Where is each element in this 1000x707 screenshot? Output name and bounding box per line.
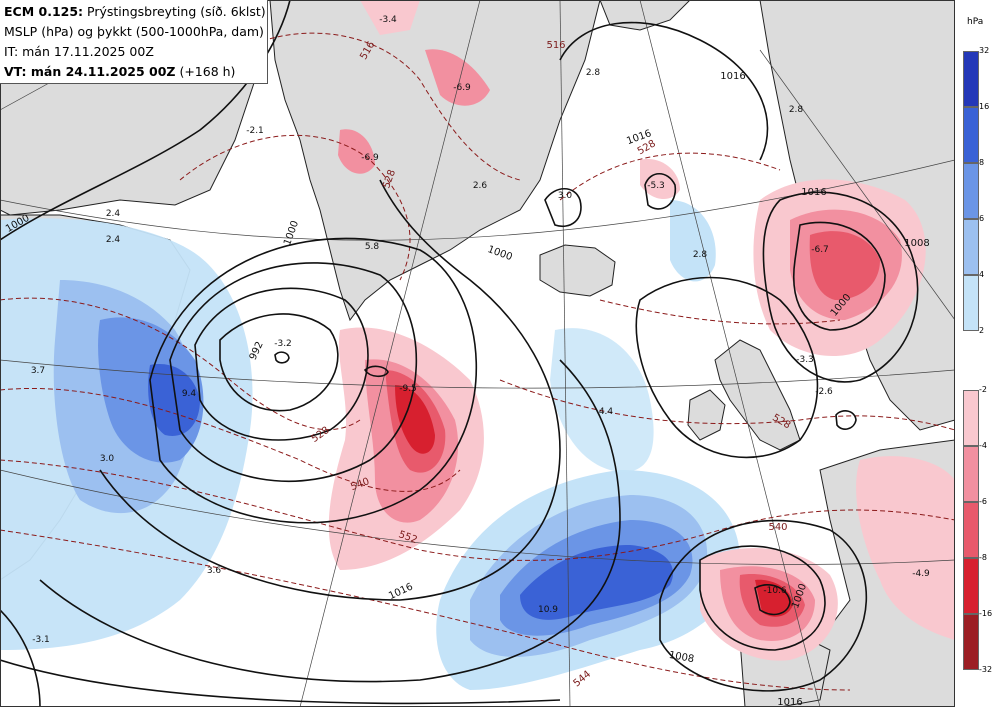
pressure-change-label: 5.8 xyxy=(365,242,380,252)
fall-tick-label: -2 xyxy=(979,385,987,394)
fall-swatch xyxy=(963,390,979,446)
pressure-change-label: 2.8 xyxy=(789,105,804,115)
isobar-label: 1008 xyxy=(668,650,695,665)
isobars xyxy=(0,0,919,707)
pressure-change-label: -9.5 xyxy=(399,384,417,394)
rise-tick-label: 16 xyxy=(979,102,990,111)
pressure-change-label: -10.6 xyxy=(763,586,787,596)
pressure-change-shading xyxy=(0,0,955,690)
pressure-change-labels: -3.4 -6.9 2.8 2.8 -2.1 -6.9 2.6 3.0 -5.3 2.4 2.4 5.… xyxy=(31,15,930,645)
ireland xyxy=(687,389,726,441)
pressure-change-label: 3.6 xyxy=(207,566,222,576)
isobar-label: 1016 xyxy=(777,697,802,707)
pressure-change-label: 9.4 xyxy=(182,389,197,399)
pressure-change-label: 3.0 xyxy=(558,191,573,201)
pressure-change-label: 10.9 xyxy=(538,605,558,615)
rise-swatch xyxy=(963,51,979,107)
pressure-change-label: 2.8 xyxy=(586,68,601,78)
header-line-valid-time: VT: mán 24.11.2025 00Z (+168 h) xyxy=(4,62,267,82)
pressure-change-label: 3.7 xyxy=(31,366,45,376)
pressure-change-label: -5.3 xyxy=(647,181,665,191)
british-isles xyxy=(714,339,801,451)
pressure-change-label: 2.8 xyxy=(693,250,708,260)
isobar-label: 1016 xyxy=(720,71,745,82)
pressure-change-label: -6.7 xyxy=(811,245,829,255)
pressure-change-label: -3.1 xyxy=(32,635,50,645)
fall-tick-label: -6 xyxy=(979,497,987,506)
fall-swatch xyxy=(963,502,979,558)
rise-swatch xyxy=(963,275,979,331)
pressure-change-label: -6.9 xyxy=(453,83,471,93)
header-line-fields: MSLP (hPa) og þykkt (500-1000hPa, dam) xyxy=(4,24,264,39)
fall-tick-label: -8 xyxy=(979,553,987,562)
weather-map: -3.4 -6.9 2.8 2.8 -2.1 -6.9 2.6 3.0 -5.3 2.4 2.4 5.… xyxy=(0,0,955,707)
pressure-change-label: -3.4 xyxy=(379,15,397,25)
lead-time: (+168 h) xyxy=(179,64,236,79)
fall-swatch xyxy=(963,558,979,614)
field-description: Prýstingsbreyting (síð. 6klst) xyxy=(87,4,266,19)
fall-tick-label: -32 xyxy=(979,665,993,674)
pressure-change-label: -2.6 xyxy=(815,387,833,397)
model-name: ECM 0.125: xyxy=(4,4,84,19)
valid-time: VT: mán 24.11.2025 00Z xyxy=(4,64,176,79)
iceland xyxy=(539,244,616,297)
legend-unit: hPa xyxy=(967,17,984,27)
thickness-label: 516 xyxy=(546,40,565,51)
pressure-change-label: -4.9 xyxy=(912,569,930,579)
pressure-change-label: 2.4 xyxy=(106,235,121,245)
isobar-label: 1008 xyxy=(904,238,929,249)
fall-swatch xyxy=(963,614,979,670)
fall-swatch xyxy=(963,446,979,502)
pressure-change-label: -2.1 xyxy=(246,126,264,136)
header-line-init-time: IT: mán 17.11.2025 00Z xyxy=(4,44,154,59)
rise-tick-label: 8 xyxy=(979,158,985,167)
rise-tick-label: 32 xyxy=(979,46,990,55)
pressure-change-label: 4.4 xyxy=(599,407,614,417)
thickness-label: 540 xyxy=(768,522,787,533)
graticule xyxy=(0,0,955,707)
fall-tick-label: -4 xyxy=(979,441,987,450)
rise-swatch xyxy=(963,219,979,275)
rise-swatch xyxy=(963,163,979,219)
fall-tick-label: -16 xyxy=(979,609,993,618)
color-legend: hPa 32 16 8 6 4 2 -2 -4 -6 -8 -16 -32 xyxy=(955,0,1000,707)
header-line-model: ECM 0.125: Prýstingsbreyting (síð. 6klst… xyxy=(4,2,267,22)
rise-tick-label: 6 xyxy=(979,214,985,223)
pressure-change-label: 3.0 xyxy=(100,454,115,464)
rise-tick-label: 4 xyxy=(979,270,985,279)
pressure-change-label: -3.2 xyxy=(274,339,292,349)
pressure-change-label: 2.4 xyxy=(106,209,121,219)
isobar-label: 1016 xyxy=(801,187,826,198)
map-header: ECM 0.125: Prýstingsbreyting (síð. 6klst… xyxy=(0,0,268,84)
pressure-change-label: 2.6 xyxy=(473,181,488,191)
rise-tick-label: 2 xyxy=(979,326,985,335)
pressure-change-label: -3.3 xyxy=(796,355,814,365)
pressure-change-label: -6.9 xyxy=(361,153,379,163)
rise-swatch xyxy=(963,107,979,163)
